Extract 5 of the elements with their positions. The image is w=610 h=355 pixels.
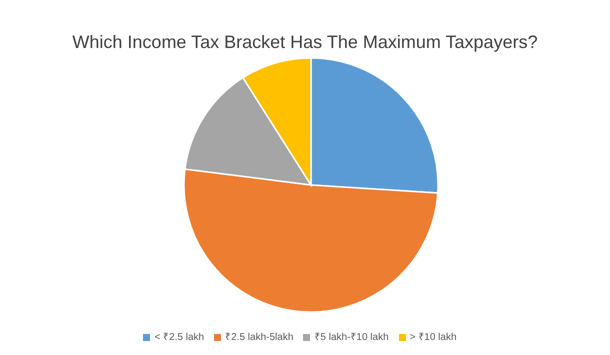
legend-label: ₹5 lakh-₹10 lakh bbox=[314, 332, 389, 343]
legend-label: ₹2.5 lakh-5lakh bbox=[225, 332, 294, 343]
legend-label: < ₹2.5 lakh bbox=[154, 332, 204, 343]
chart-title: Which Income Tax Bracket Has The Maximum Taxpayers? bbox=[71, 32, 539, 53]
legend-label: > ₹10 lakh bbox=[410, 332, 457, 343]
